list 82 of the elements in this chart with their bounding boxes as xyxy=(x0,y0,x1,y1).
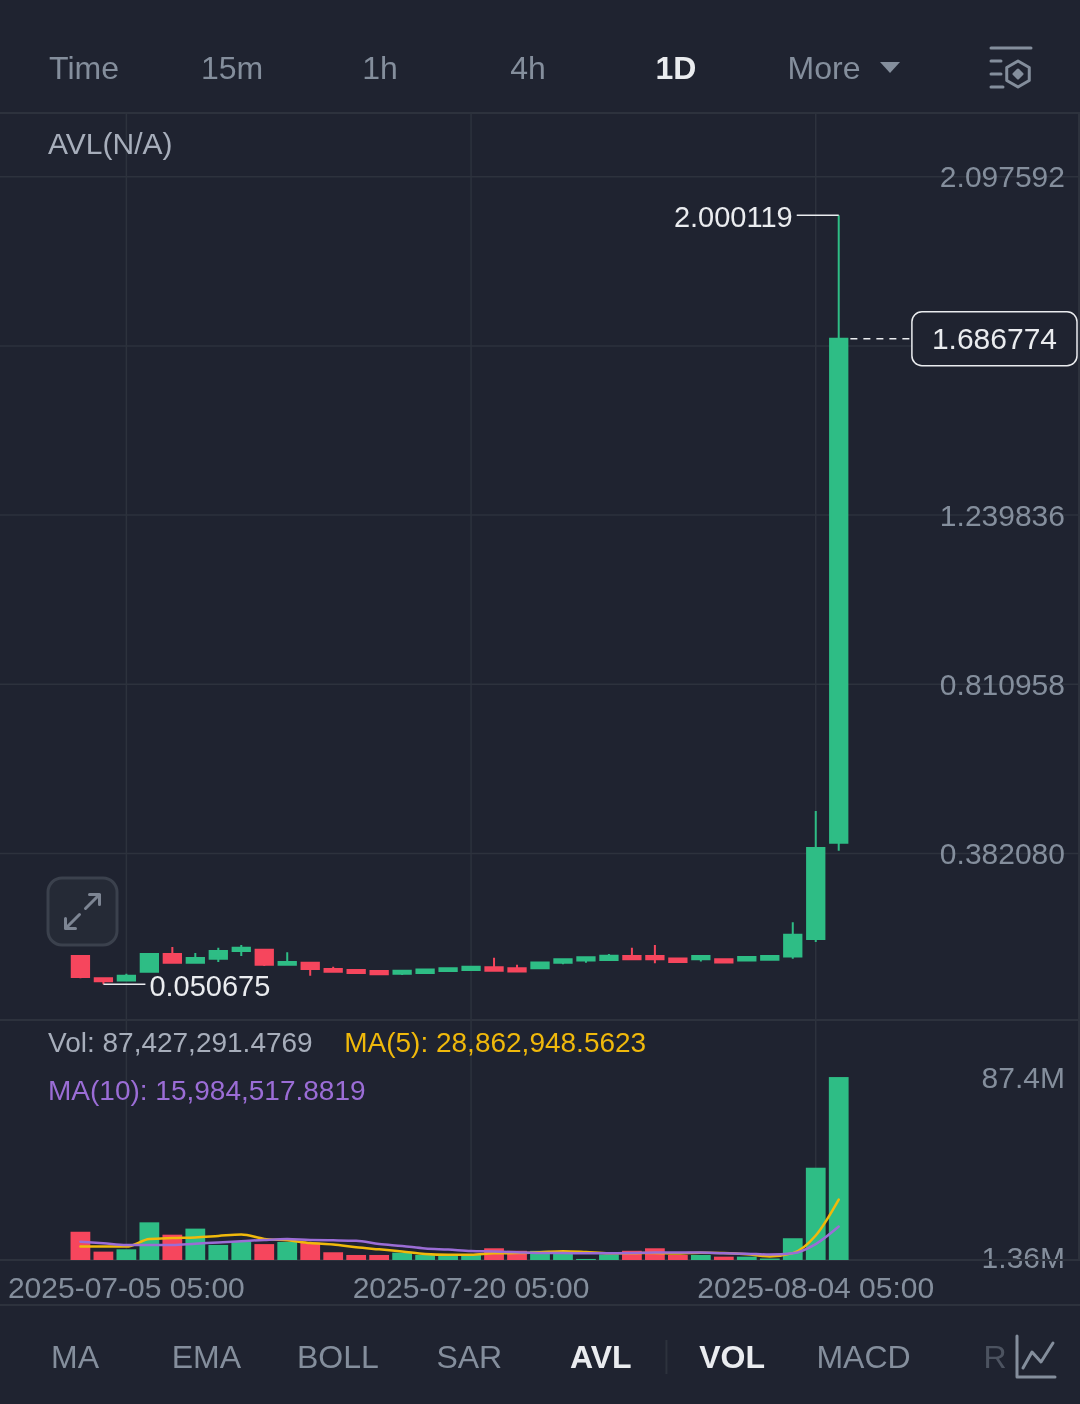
chart-title: AVL(N/A) xyxy=(48,126,173,160)
text: 15m xyxy=(200,50,264,86)
bar xyxy=(116,1249,137,1260)
annotation: Vol: 87,427,291.4769 xyxy=(48,1026,313,1058)
candlestick xyxy=(208,946,228,964)
line-series xyxy=(79,1225,840,1256)
candlestick xyxy=(231,944,251,958)
text: MACD xyxy=(816,1339,911,1375)
candlestick xyxy=(507,963,527,974)
candlestick xyxy=(415,968,435,975)
candlestick xyxy=(645,944,665,965)
y-tick-label: 87.4M xyxy=(981,1060,1065,1094)
bar xyxy=(93,1251,114,1260)
bar xyxy=(667,1254,688,1260)
candlestick xyxy=(323,965,343,974)
candlestick xyxy=(369,969,389,976)
y-tick-label: 0.382080 xyxy=(939,836,1065,870)
candlestick xyxy=(162,946,182,965)
candlestick xyxy=(254,948,274,967)
candlestick xyxy=(668,957,688,964)
text: AVL xyxy=(569,1339,632,1375)
y-tick-label: 2.097592 xyxy=(939,160,1065,194)
bar xyxy=(254,1244,275,1260)
y-tick-label: 1.239836 xyxy=(939,498,1065,532)
text: VOL xyxy=(699,1339,766,1375)
candlestick xyxy=(576,955,596,964)
candlestick xyxy=(622,946,642,961)
x-tick-label: 2025-07-20 05:00 xyxy=(352,1270,590,1304)
bar xyxy=(713,1256,734,1260)
candlestick xyxy=(714,957,734,964)
y-tick-label: 0.810958 xyxy=(939,667,1065,701)
bar xyxy=(346,1254,367,1260)
text: MA(5): 28,862,948.5623 xyxy=(344,1026,647,1058)
candlestick xyxy=(599,953,619,962)
candlestick xyxy=(484,956,504,973)
bar xyxy=(277,1242,298,1260)
ref-line-label: 1.686774 xyxy=(931,322,1058,356)
candlestick xyxy=(277,951,297,967)
bar xyxy=(438,1256,458,1260)
text: MA xyxy=(51,1339,100,1375)
x-tick-label: 2025-07-05 05:00 xyxy=(7,1270,245,1304)
candlestick xyxy=(461,965,481,973)
candlestick xyxy=(185,951,205,965)
text: 1D xyxy=(655,50,697,86)
text: 1h xyxy=(362,50,398,86)
bar xyxy=(369,1254,390,1260)
candlestick xyxy=(70,954,91,980)
candlestick xyxy=(116,972,137,983)
candlestick xyxy=(300,961,320,977)
bar xyxy=(415,1254,435,1260)
bar xyxy=(208,1244,229,1260)
candlestick xyxy=(346,968,366,975)
candlestick xyxy=(760,954,780,962)
text: More xyxy=(787,50,861,86)
candlestick xyxy=(737,955,757,963)
bar xyxy=(300,1242,321,1260)
bar xyxy=(231,1241,252,1260)
bar xyxy=(828,1077,849,1260)
x-tick-label: 2025-08-04 05:00 xyxy=(697,1270,935,1304)
bar xyxy=(392,1252,413,1260)
candlestick xyxy=(93,976,114,986)
candlestick xyxy=(139,952,160,974)
bar xyxy=(323,1252,344,1260)
bar xyxy=(805,1167,826,1260)
text: MA(10): 15,984,517.8819 xyxy=(48,1074,366,1106)
candlestick xyxy=(392,969,412,977)
text: EMA xyxy=(171,1339,242,1375)
bar xyxy=(690,1254,711,1260)
candlestick xyxy=(806,809,826,943)
annotation: 2.000119 xyxy=(673,201,793,234)
text: SAR xyxy=(436,1339,503,1375)
text: BOLL xyxy=(296,1339,379,1375)
candlestick xyxy=(553,957,573,966)
annotation: 0.050675 xyxy=(149,970,271,1003)
candlestick xyxy=(530,960,550,971)
bar xyxy=(736,1256,757,1260)
text: Time xyxy=(49,50,119,86)
candlestick xyxy=(691,954,711,963)
candlestick xyxy=(783,921,803,960)
candlestick xyxy=(438,966,458,973)
candlestick xyxy=(829,214,849,852)
text: 4h xyxy=(510,50,546,86)
